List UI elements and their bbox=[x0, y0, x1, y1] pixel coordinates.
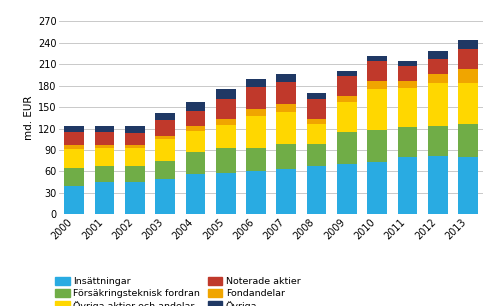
Bar bbox=[277, 82, 296, 103]
Bar bbox=[337, 71, 357, 76]
Bar bbox=[428, 74, 448, 83]
Bar bbox=[337, 132, 357, 164]
Bar bbox=[367, 62, 387, 81]
Bar bbox=[185, 152, 205, 174]
Bar bbox=[125, 145, 145, 148]
Bar bbox=[95, 182, 114, 214]
Bar bbox=[125, 182, 145, 214]
Bar bbox=[95, 132, 114, 145]
Bar bbox=[185, 102, 205, 111]
Bar bbox=[337, 102, 357, 132]
Bar bbox=[216, 148, 236, 173]
Bar bbox=[246, 171, 266, 214]
Bar bbox=[65, 145, 84, 148]
Bar bbox=[95, 166, 114, 182]
Bar bbox=[277, 112, 296, 144]
Y-axis label: md. EUR: md. EUR bbox=[24, 95, 34, 140]
Bar bbox=[397, 81, 417, 88]
Bar bbox=[397, 61, 417, 66]
Bar bbox=[397, 88, 417, 127]
Bar bbox=[428, 126, 448, 156]
Bar bbox=[428, 58, 448, 74]
Bar bbox=[458, 40, 478, 49]
Bar bbox=[277, 103, 296, 112]
Bar bbox=[185, 126, 205, 131]
Bar bbox=[246, 79, 266, 87]
Bar bbox=[155, 120, 175, 136]
Bar bbox=[65, 148, 84, 168]
Bar bbox=[216, 173, 236, 214]
Bar bbox=[125, 166, 145, 182]
Bar bbox=[155, 178, 175, 214]
Bar bbox=[277, 169, 296, 214]
Bar bbox=[155, 161, 175, 178]
Bar bbox=[307, 99, 326, 118]
Bar bbox=[428, 83, 448, 126]
Bar bbox=[155, 139, 175, 161]
Bar bbox=[246, 116, 266, 148]
Bar bbox=[367, 56, 387, 62]
Bar bbox=[307, 124, 326, 144]
Bar bbox=[367, 130, 387, 162]
Bar bbox=[458, 83, 478, 124]
Bar bbox=[307, 118, 326, 124]
Bar bbox=[337, 164, 357, 214]
Bar bbox=[367, 162, 387, 214]
Bar bbox=[397, 66, 417, 81]
Bar bbox=[216, 89, 236, 99]
Bar bbox=[246, 148, 266, 171]
Bar bbox=[428, 156, 448, 214]
Bar bbox=[307, 166, 326, 214]
Bar bbox=[277, 144, 296, 169]
Bar bbox=[397, 157, 417, 214]
Bar bbox=[65, 186, 84, 214]
Bar bbox=[65, 126, 84, 132]
Bar bbox=[125, 126, 145, 133]
Bar bbox=[277, 73, 296, 82]
Bar bbox=[246, 87, 266, 109]
Bar bbox=[95, 145, 114, 148]
Bar bbox=[428, 51, 448, 58]
Bar bbox=[337, 76, 357, 96]
Bar bbox=[125, 133, 145, 145]
Bar bbox=[95, 126, 114, 132]
Bar bbox=[185, 131, 205, 152]
Bar bbox=[367, 88, 387, 130]
Bar bbox=[95, 148, 114, 166]
Bar bbox=[397, 127, 417, 157]
Legend: Insättningar, Försäkringsteknisk fordran, Övriga aktier och andelar, Noterade ak: Insättningar, Försäkringsteknisk fordran… bbox=[55, 277, 300, 306]
Bar bbox=[458, 69, 478, 83]
Bar bbox=[155, 113, 175, 120]
Bar bbox=[185, 174, 205, 214]
Bar bbox=[458, 157, 478, 214]
Bar bbox=[125, 148, 145, 166]
Bar bbox=[65, 132, 84, 145]
Bar bbox=[216, 119, 236, 125]
Bar bbox=[307, 144, 326, 166]
Bar bbox=[216, 125, 236, 148]
Bar bbox=[216, 99, 236, 119]
Bar bbox=[65, 168, 84, 186]
Bar bbox=[337, 96, 357, 102]
Bar bbox=[458, 124, 478, 157]
Bar bbox=[307, 93, 326, 99]
Bar bbox=[367, 81, 387, 88]
Bar bbox=[246, 109, 266, 116]
Bar bbox=[155, 136, 175, 139]
Bar bbox=[185, 111, 205, 126]
Bar bbox=[458, 49, 478, 69]
